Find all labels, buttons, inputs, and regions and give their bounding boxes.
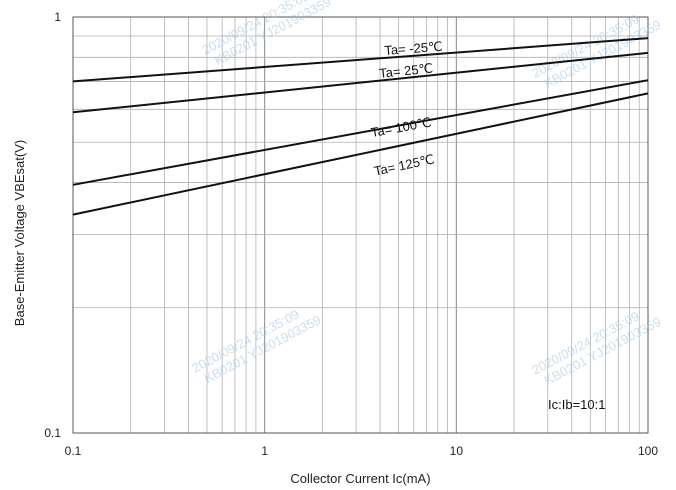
series-label: Ta= 100℃ — [370, 114, 433, 140]
grid — [72, 17, 648, 434]
series-line — [72, 37, 649, 83]
plot-frame — [72, 16, 649, 434]
series-line — [72, 92, 649, 216]
x-tick-label: 0.1 — [65, 444, 82, 458]
x-tick-label: 1 — [261, 444, 268, 458]
x-tick-label: 10 — [450, 444, 464, 458]
series-line — [72, 79, 649, 186]
series-label: Ta= 25℃ — [378, 60, 433, 80]
x-tick-labels: 0.1 1 10 100 — [65, 444, 659, 458]
series-label: Ta= -25℃ — [384, 39, 443, 58]
series-lines — [72, 37, 649, 216]
x-axis-title: Collector Current Ic(mA) — [290, 471, 430, 486]
series-line — [72, 51, 649, 114]
series-label: Ta= 125℃ — [373, 151, 436, 178]
y-tick-label: 1 — [54, 10, 61, 24]
series-labels: Ta= -25℃ Ta= 25℃ Ta= 100℃ Ta= 125℃ — [370, 39, 443, 179]
x-tick-label: 100 — [638, 444, 658, 458]
y-axis-title: Base-Emitter Voltage VBEsat(V) — [12, 140, 27, 326]
ratio-annotation: Ic:Ib=10:1 — [548, 397, 605, 412]
y-tick-labels: 0.11 — [44, 10, 61, 440]
y-tick-label: 0.1 — [44, 426, 61, 440]
